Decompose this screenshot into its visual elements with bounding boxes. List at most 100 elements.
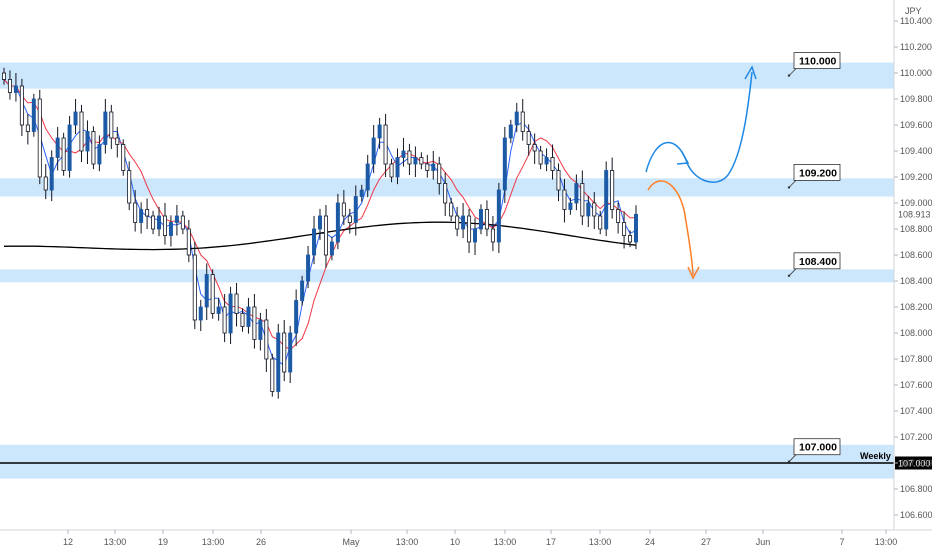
price-axis[interactable]: 110.400 110.200 110.000 109.800 109.600 109.4… [894,16,932,520]
candle-body [55,137,60,158]
candle-body [109,111,114,139]
zone-callout-box [793,438,841,456]
zone-band [0,269,894,283]
candle-body [2,72,7,80]
price-axis-label: 106.800 [900,484,932,494]
candle-body [13,85,18,93]
zone-callout-box [793,163,841,181]
weekly-price-label: 107.000 [898,459,931,469]
candle-body [622,222,627,236]
candle-body [228,293,233,334]
candle-body [168,222,173,236]
candle-body [288,332,293,373]
time-axis-label: 7 [839,537,844,547]
zone-callout-box [793,52,841,69]
candle-body [151,215,156,230]
candle-body [103,111,108,145]
candle-body [413,157,418,165]
candle-body [323,215,328,256]
price-axis-label: 107.200 [900,432,932,442]
price-axis-label: 106.600 [900,510,932,520]
candle-body [276,332,281,392]
candle-body [264,319,269,360]
time-axis-label: 26 [256,537,266,547]
candle-body [610,170,615,210]
zone-callout-pointer [788,268,797,277]
candle-body [31,98,36,132]
support-resistance-zones [0,62,894,479]
candle-body [73,111,78,126]
candle-body [508,124,513,139]
candle-body [449,202,454,217]
candle-body [467,215,472,243]
candle-body [371,137,376,165]
price-axis-label: 108.200 [900,302,932,312]
candle-body [133,202,138,223]
candle-body [240,313,245,327]
candle-body [616,209,621,223]
bullish-arrowhead [744,65,757,80]
candle-body [162,215,167,236]
candle-body [234,293,239,314]
zone-callout-label: 107.000 [799,442,837,454]
candle-body [401,150,406,158]
candle-body [377,124,382,139]
candle-body [145,209,150,217]
candle-body [574,183,579,204]
weekly-label: Weekly [860,451,891,461]
candle-body [347,215,352,223]
candle-body [478,209,483,230]
zone-callout-label: 108.400 [799,256,837,268]
candle-body [484,209,489,230]
price-axis-label: 109.800 [900,94,932,104]
bearish-arrowhead [687,266,700,280]
candle-body [312,228,317,256]
candle-body [389,163,394,178]
candle-body [246,306,251,327]
candle-body [598,215,603,230]
candle-body [252,306,257,340]
price-axis-label: 109.400 [900,146,932,156]
candle-body [365,163,370,191]
candle-body [359,189,364,197]
candle-body [49,157,54,191]
candle-body [7,79,12,93]
time-axis[interactable]: 12 13:00 19 13:00 26 May 13:00 10 13:00 17 13:00 24… [63,530,897,547]
candle-body [300,280,305,301]
candle-body [425,163,430,171]
candle-body [455,215,460,230]
candle-body [19,85,24,126]
zone-band [0,444,894,479]
currency-label: JPY [905,6,922,16]
price-axis-label: 108.600 [900,250,932,260]
price-axis-label: 110.400 [900,16,932,26]
price-axis-label: 107.800 [900,354,932,364]
candle-body [67,124,72,171]
candle-body [562,189,567,210]
candle-body [79,111,84,152]
price-axis-label: 110.000 [900,68,932,78]
zone-callout-pointer [788,68,797,76]
candle-body [306,254,311,282]
zone-callout-anchor [787,460,791,463]
bullish-projection-path [645,71,753,183]
candle-body [395,157,400,178]
candle-body [437,163,442,184]
weekly-price-tag [895,456,932,470]
time-axis-label: 13:00 [104,537,127,547]
candle-body [204,274,209,308]
candle-body [550,157,555,171]
candle-body [496,189,501,243]
time-axis-label: 17 [546,537,556,547]
candle-body [198,306,203,321]
time-axis-label: Jun [756,537,771,547]
candle-body [461,215,466,230]
time-axis-label: 19 [158,537,168,547]
candle-body [61,137,66,171]
candle-body [514,111,519,126]
current-price-tag: 108.913 [895,207,932,221]
price-axis-label: 107.600 [900,380,932,390]
candle-body [443,183,448,204]
price-axis-label: 110.200 [900,42,932,52]
